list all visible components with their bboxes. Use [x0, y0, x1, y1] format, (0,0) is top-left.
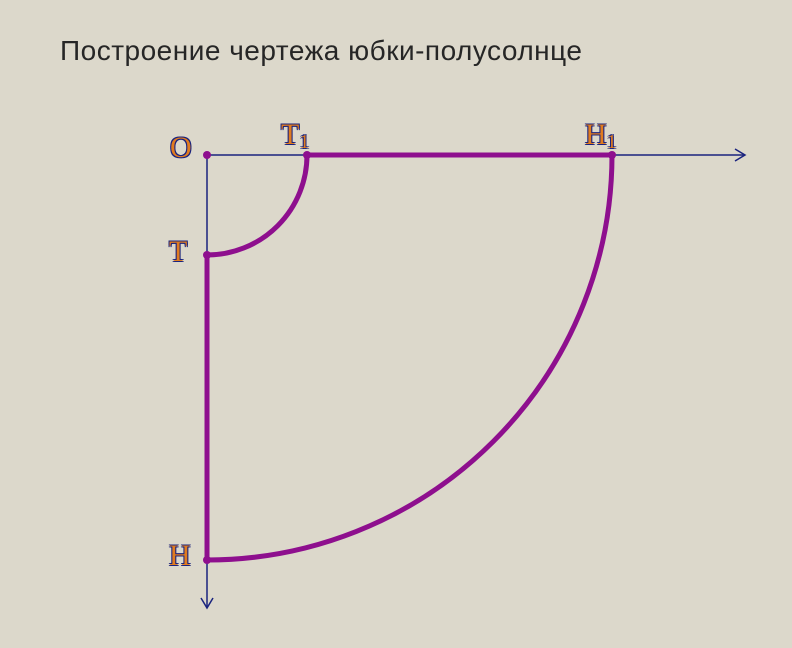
- diagram-canvas: Построение чертежа юбки-полусолнце O Т1 …: [0, 0, 792, 648]
- diagram-svg: [0, 0, 792, 648]
